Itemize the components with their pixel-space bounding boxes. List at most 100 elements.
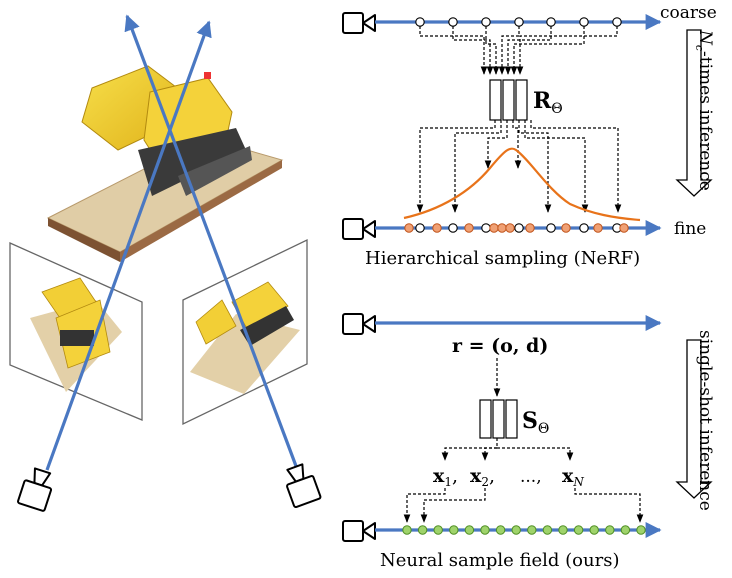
network-s-subscript: Θ xyxy=(538,421,549,437)
hierarchical-sampling-panel: coarse RΘ fine Hierarchical sampling (Ne… xyxy=(342,3,717,269)
coarse-connection xyxy=(510,26,585,75)
fine-importance-point xyxy=(561,223,571,233)
coarse-sample-point xyxy=(448,17,458,27)
nsf-sample-point xyxy=(542,525,553,535)
coarse-connection xyxy=(452,26,494,75)
fine-importance-point xyxy=(404,223,414,233)
fine-connection xyxy=(512,120,522,169)
camera-icon xyxy=(342,218,376,240)
nsf-caption: Neural sample field (ours) xyxy=(380,550,619,571)
down-arrow-icon xyxy=(675,29,713,197)
hierarchical-side-label: Nc-times inference xyxy=(693,29,715,191)
coarse-sample-point xyxy=(579,17,589,27)
nsf-sample-point xyxy=(527,525,537,535)
nsf-sample-point xyxy=(402,525,412,535)
sample-xn: xN xyxy=(562,465,584,489)
coarse-sample-point xyxy=(612,17,622,27)
scene-illustration xyxy=(46,65,284,262)
coarse-label: coarse xyxy=(660,3,717,23)
net-to-samples-connections xyxy=(441,438,574,461)
nsf-side-label: single-shot inference xyxy=(695,330,715,511)
network-s-symbol: S xyxy=(522,408,538,434)
nsf-sample-point xyxy=(620,525,631,535)
nsf-sample-point xyxy=(589,525,599,535)
nsf-sample-point xyxy=(511,525,521,535)
fine-importance-point xyxy=(505,223,515,233)
fine-importance-point xyxy=(525,223,535,233)
neural-network-icon xyxy=(489,79,528,121)
sample-x2: x2, xyxy=(470,465,495,489)
fine-importance-point xyxy=(593,223,603,233)
image-plane-right-track xyxy=(240,306,294,346)
fine-connection xyxy=(524,120,589,213)
coarse-sample-point xyxy=(415,17,425,27)
camera-rays xyxy=(45,14,298,471)
fine-coarse-point xyxy=(514,223,524,233)
network-r-subscript: Θ xyxy=(551,101,562,117)
coarse-connection xyxy=(516,26,618,75)
down-arrow-icon xyxy=(675,339,713,499)
fine-importance-point xyxy=(497,223,507,233)
nsf-sample-point xyxy=(433,525,443,535)
coarse-sample-point xyxy=(514,17,524,27)
net-to-fine-connections xyxy=(416,120,622,213)
nsf-sample-point xyxy=(480,525,490,535)
nsf-sample-point xyxy=(449,525,459,535)
coarse-connection xyxy=(419,26,488,75)
neural-network-icon xyxy=(479,399,518,439)
fine-connection xyxy=(530,120,622,213)
fine-label: fine xyxy=(674,219,706,239)
camera-icon xyxy=(286,463,322,509)
coarse-connection xyxy=(498,26,520,75)
coarse-connection xyxy=(485,26,500,75)
nsf-sample-point xyxy=(573,525,584,535)
coarse-sample-point xyxy=(481,17,491,27)
nsf-sample-point xyxy=(464,525,475,535)
coarse-sample-point xyxy=(546,17,556,27)
network-r-label: RΘ xyxy=(533,88,563,117)
density-curve xyxy=(403,147,641,222)
samples-to-ray-connections xyxy=(403,488,644,523)
fine-coarse-point xyxy=(546,223,556,233)
fine-importance-point xyxy=(432,223,442,233)
fine-connection xyxy=(416,120,496,213)
fine-importance-point xyxy=(489,223,499,233)
camera-icon xyxy=(342,12,376,34)
nsf-sample-point xyxy=(558,525,568,535)
fine-coarse-point xyxy=(415,223,425,233)
fine-connection xyxy=(518,120,552,213)
camera-icon xyxy=(342,520,376,542)
fine-connection xyxy=(484,120,508,169)
scene-base-rim-left xyxy=(48,218,120,262)
fine-coarse-point xyxy=(481,223,491,233)
bulldozer-track-2 xyxy=(178,146,252,196)
image-plane-left-track xyxy=(60,330,94,346)
side-label-rest: -times inference xyxy=(695,51,715,191)
camera-ray-right xyxy=(124,14,298,467)
camera-icon xyxy=(342,313,376,335)
nsf-sample-point xyxy=(605,525,615,535)
side-label-n: N xyxy=(695,29,715,46)
sample-x1: x1, xyxy=(433,465,458,489)
bulldozer-light xyxy=(204,72,211,79)
fine-importance-point xyxy=(464,223,474,233)
fine-coarse-point xyxy=(448,223,458,233)
hierarchical-caption: Hierarchical sampling (NeRF) xyxy=(365,248,640,269)
coarse-connection xyxy=(504,26,552,75)
image-plane-right-scoop xyxy=(195,299,237,345)
nsf-sample-point xyxy=(495,525,506,535)
neural-sample-field-panel: r = (o, d) SΘ x1, x2, ..., xN Neural xyxy=(342,313,715,571)
camera-ray-left xyxy=(45,20,212,471)
side-label-c: c xyxy=(693,45,706,51)
ray-equation: r = (o, d) xyxy=(452,335,548,357)
sample-ellipsis: ..., xyxy=(520,467,542,487)
fine-coarse-point xyxy=(579,223,589,233)
camera-icon xyxy=(17,467,53,512)
image-plane-right-base xyxy=(190,314,300,394)
nsf-sample-point xyxy=(636,525,646,535)
fine-connection xyxy=(451,120,502,213)
nsf-samples xyxy=(402,525,646,535)
network-r-symbol: R xyxy=(533,88,552,114)
nsf-sample-point xyxy=(417,525,428,535)
